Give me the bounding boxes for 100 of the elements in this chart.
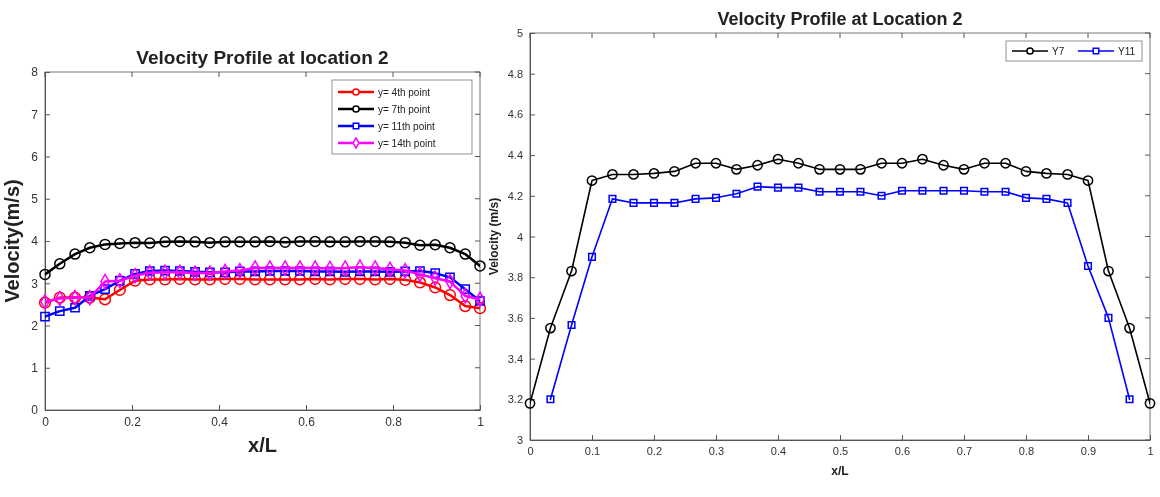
point [354,235,366,248]
point [1000,157,1011,169]
point [113,283,126,297]
point [1082,175,1094,186]
point [752,159,763,171]
point [959,186,969,195]
point [233,272,246,286]
x-tick-label: 0.2 [646,444,663,457]
point [129,236,141,249]
point [399,273,412,286]
point [690,157,701,169]
point [732,189,741,198]
y-axis-title: Velocity(m/s) [1,179,23,303]
point [143,273,156,286]
point [1063,198,1072,207]
point [753,182,762,191]
legend-label: y= 7th point [378,104,431,115]
y-tick-label: 4.4 [507,149,523,162]
point [219,236,231,248]
point [772,153,784,165]
x-tick-label: 0.2 [124,414,142,429]
point [855,163,866,175]
point [877,191,886,200]
x-tick-label: 0.5 [832,444,849,457]
point [587,252,597,261]
legend-label: y= 4th point [378,87,431,98]
point [793,157,804,169]
chart-title: Velocity Profile at location 2 [136,47,389,68]
point [939,186,948,195]
point [773,183,783,192]
point [69,248,81,260]
point [144,266,155,276]
point [174,235,186,248]
point [430,268,441,278]
point [98,293,112,306]
point [815,187,824,196]
y-tick-label: 1 [31,361,39,376]
y-tick-label: 5 [31,192,39,207]
x-tick-label: 0 [42,414,50,429]
y-tick-label: 4 [516,230,523,243]
point [249,236,261,248]
point [896,157,908,169]
x-tick-label: 0.6 [298,414,316,429]
y-tick-label: 5 [516,27,523,40]
x-tick-label: 0.4 [211,414,229,429]
y-tick-label: 4 [31,234,39,249]
point [567,320,576,330]
y-tick-label: 4.6 [507,108,523,121]
point [324,236,336,248]
point [835,187,845,196]
point [1144,397,1156,409]
point [958,163,970,175]
point [383,272,397,286]
point [629,198,638,207]
point [309,272,322,286]
point [400,266,411,277]
point [856,187,865,196]
point [415,266,425,276]
point [279,236,291,249]
legend-label: y= 14th point [378,138,436,149]
point [399,236,411,249]
point [918,186,927,195]
point [234,236,246,248]
point [586,175,598,186]
point [524,397,536,409]
point [814,163,825,175]
point [731,163,742,175]
point [429,239,441,251]
point [475,296,485,306]
x-tick-label: 1 [1147,444,1154,457]
point [834,163,846,175]
point [264,235,276,248]
y-tick-label: 4.8 [507,67,523,80]
point [459,248,471,260]
y-tick-label: 4.2 [507,189,523,202]
x-tick-label: 0.4 [770,444,787,457]
legend-label: Y11 [1118,46,1136,57]
point [369,235,381,248]
x-tick-label: 0 [527,444,534,457]
point [128,274,142,287]
point [691,194,700,203]
point [160,265,170,276]
point [235,266,245,277]
legend-label: y= 11th point [378,121,436,132]
point [190,266,200,277]
point [204,236,216,249]
x-axis-title: x/L [831,463,849,478]
y-tick-label: 3.2 [507,393,523,406]
y-axis-title: Velocity (m/s) [487,197,501,276]
point [649,198,659,207]
y-tick-label: 3.4 [507,352,523,365]
point [263,273,276,286]
point [444,242,456,254]
point [897,186,907,195]
point [220,267,230,278]
point [566,265,577,277]
legend-label: Y7 [1052,46,1065,57]
point [323,273,337,286]
point [628,169,639,180]
point [279,273,292,286]
